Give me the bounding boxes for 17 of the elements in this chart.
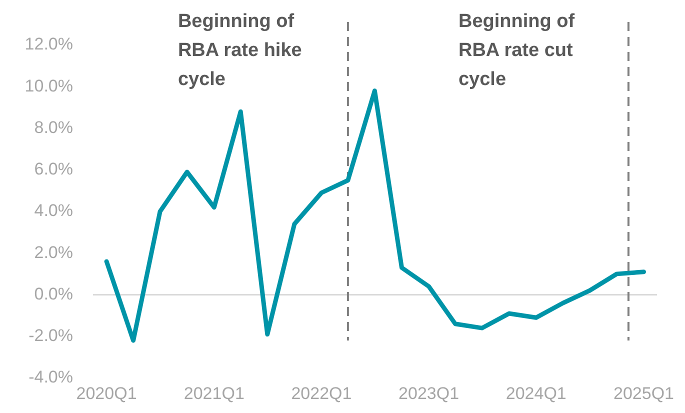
ref-line-label: Beginning of RBA rate cut cycle <box>458 11 576 90</box>
x-tick-label: 2024Q1 <box>506 384 566 403</box>
x-tick-label: 2021Q1 <box>184 384 244 403</box>
y-tick-label: 8.0% <box>34 118 73 137</box>
y-tick-label: -4.0% <box>28 368 73 387</box>
y-tick-label: 0.0% <box>34 284 73 304</box>
x-tick-label: 2025Q1 <box>614 384 674 403</box>
y-tick-label: 2.0% <box>34 242 73 262</box>
y-tick-label: -2.0% <box>28 326 73 346</box>
y-tick-label: 10.0% <box>24 76 73 96</box>
x-tick-label: 2023Q1 <box>398 384 460 403</box>
x-tick-label: 2022Q1 <box>291 384 352 403</box>
x-tick-label: 2020Q1 <box>76 384 137 403</box>
ref-line-label: Beginning of RBA rate hike cycle <box>178 11 302 90</box>
y-tick-label: 12.0% <box>24 34 73 54</box>
y-tick-label: 4.0% <box>34 201 73 220</box>
y-tick-label: 6.0% <box>34 160 73 179</box>
